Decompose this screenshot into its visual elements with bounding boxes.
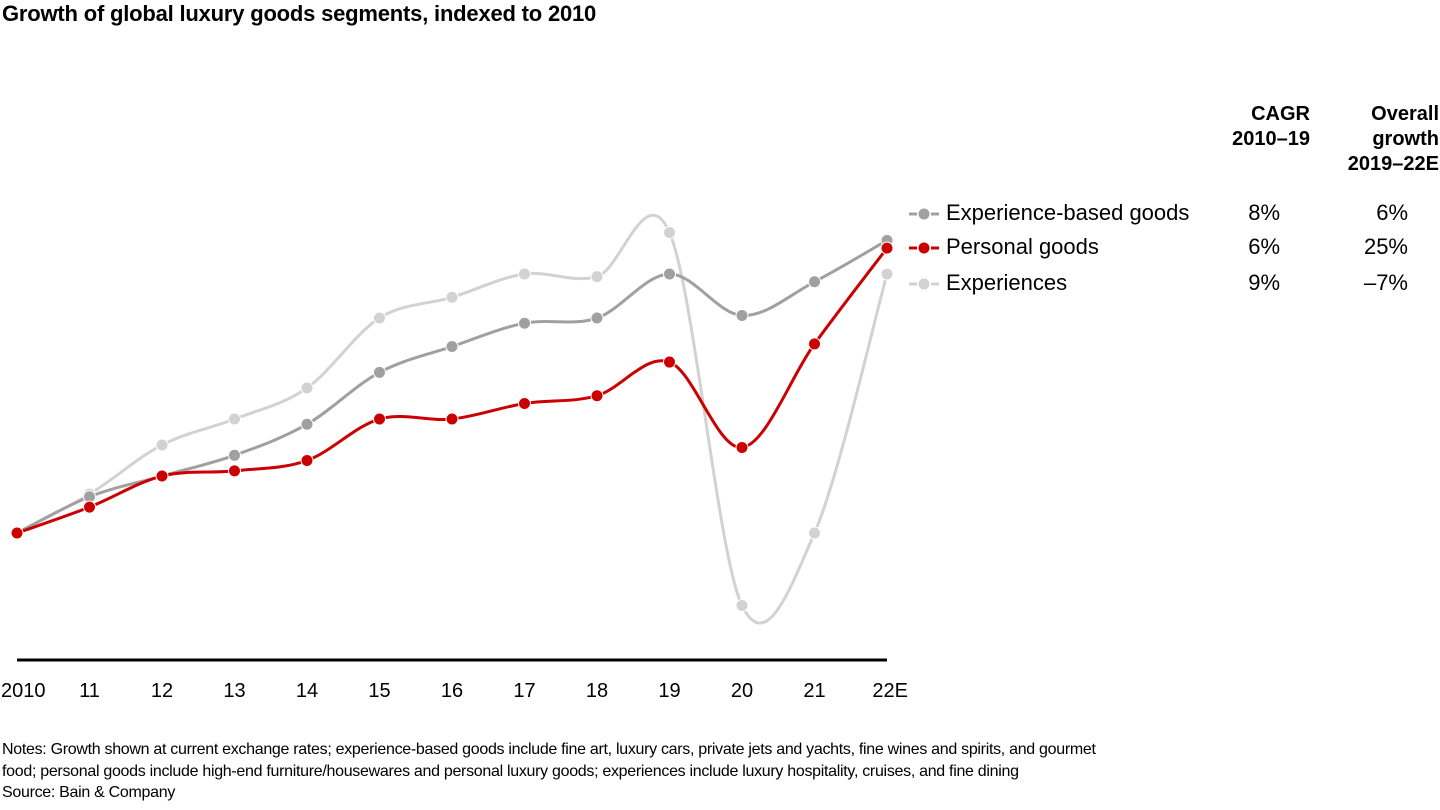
growth-header: Overall growth 2019–22E bbox=[1300, 102, 1439, 177]
data-point-personal-goods-20 bbox=[735, 441, 749, 455]
data-point-experiences-15 bbox=[373, 311, 386, 325]
data-point-experience-based-goods-13 bbox=[228, 448, 241, 462]
data-point-experience-based-goods-14 bbox=[300, 417, 314, 431]
series-layer bbox=[10, 213, 894, 625]
data-point-experiences-19 bbox=[663, 226, 676, 240]
growth-header-line2: growth bbox=[1372, 128, 1439, 150]
data-point-experiences-18 bbox=[590, 270, 604, 284]
x-tick-label: 16 bbox=[441, 680, 463, 702]
cagr-header-line1: CAGR bbox=[1251, 103, 1310, 125]
growth-header-line1: Overall bbox=[1371, 103, 1439, 125]
data-point-personal-goods-2010 bbox=[10, 526, 24, 540]
data-point-personal-goods-22E bbox=[880, 241, 894, 255]
data-point-personal-goods-13 bbox=[228, 464, 241, 478]
legend-label: Experiences bbox=[946, 270, 1068, 295]
data-point-personal-goods-19 bbox=[663, 355, 676, 369]
cagr-header: CAGR 2010–19 bbox=[1200, 102, 1310, 152]
legend-marker-icon bbox=[909, 208, 939, 220]
data-point-experience-based-goods-19 bbox=[663, 267, 676, 281]
legend-cagr: 8% bbox=[1248, 200, 1280, 225]
x-tick-label: 13 bbox=[223, 680, 245, 702]
series-personal-goods bbox=[10, 241, 894, 540]
notes-line-1: Notes: Growth shown at current exchange … bbox=[2, 741, 1096, 758]
x-tick-label: 12 bbox=[151, 680, 173, 702]
data-point-experience-based-goods-21 bbox=[808, 275, 821, 289]
chart-title: Growth of global luxury goods segments, … bbox=[2, 1, 597, 26]
x-tick-label: 20 bbox=[731, 680, 753, 702]
data-point-experiences-17 bbox=[518, 267, 531, 281]
growth-header-line3: 2019–22E bbox=[1347, 153, 1439, 175]
legend-marker-icon bbox=[909, 242, 939, 254]
x-axis-ticks: 2010 11 12 13 14 15 16 17 18 19 20 21 22E bbox=[1, 680, 908, 702]
data-point-experiences-22E bbox=[880, 267, 894, 281]
data-point-personal-goods-11 bbox=[83, 500, 96, 514]
data-point-experiences-16 bbox=[445, 290, 459, 304]
data-point-experience-based-goods-18 bbox=[590, 311, 604, 325]
data-point-experiences-21 bbox=[808, 526, 821, 540]
x-tick-label: 19 bbox=[658, 680, 680, 702]
data-point-experience-based-goods-15 bbox=[373, 365, 386, 379]
legend-growth: 6% bbox=[1376, 200, 1408, 225]
data-point-personal-goods-14 bbox=[300, 453, 314, 467]
data-point-personal-goods-12 bbox=[155, 469, 169, 483]
x-tick-label: 21 bbox=[803, 680, 825, 702]
series-experience-based-goods bbox=[10, 233, 894, 540]
legend-growth: 25% bbox=[1363, 234, 1408, 259]
data-point-experiences-14 bbox=[300, 381, 314, 395]
legend-label: Personal goods bbox=[946, 234, 1099, 259]
x-tick-label: 2010 bbox=[1, 680, 46, 702]
data-point-experience-based-goods-16 bbox=[445, 340, 459, 354]
legend-marker-icon bbox=[909, 278, 939, 290]
x-tick-label: 11 bbox=[79, 680, 100, 702]
data-point-personal-goods-15 bbox=[373, 412, 386, 426]
legend-growth: –7% bbox=[1363, 270, 1408, 295]
data-point-personal-goods-18 bbox=[590, 389, 604, 403]
data-point-experiences-20 bbox=[735, 599, 749, 613]
legend-cagr: 6% bbox=[1248, 234, 1280, 259]
data-point-experience-based-goods-17 bbox=[518, 316, 531, 330]
data-point-personal-goods-16 bbox=[445, 412, 459, 426]
x-tick-label: 14 bbox=[296, 680, 318, 702]
x-tick-label: 22E bbox=[872, 680, 908, 702]
legend-cagr: 9% bbox=[1248, 270, 1280, 295]
data-point-personal-goods-17 bbox=[518, 397, 531, 410]
data-point-personal-goods-21 bbox=[808, 337, 821, 351]
source-note: Source: Bain & Company bbox=[2, 784, 176, 801]
x-tick-label: 15 bbox=[368, 680, 390, 702]
x-tick-label: 17 bbox=[513, 680, 535, 702]
data-point-experiences-13 bbox=[228, 412, 241, 426]
footnotes: Notes: Growth shown at current exchange … bbox=[2, 739, 1440, 804]
data-point-experience-based-goods-20 bbox=[735, 308, 749, 322]
legend-label: Experience-based goods bbox=[946, 200, 1190, 225]
notes-line-2: food; personal goods include high-end fu… bbox=[2, 762, 1019, 780]
data-point-experiences-12 bbox=[155, 438, 169, 452]
x-tick-label: 18 bbox=[586, 680, 608, 702]
cagr-header-line2: 2010–19 bbox=[1232, 128, 1310, 150]
series-line-experience-based-goods bbox=[16, 239, 888, 535]
